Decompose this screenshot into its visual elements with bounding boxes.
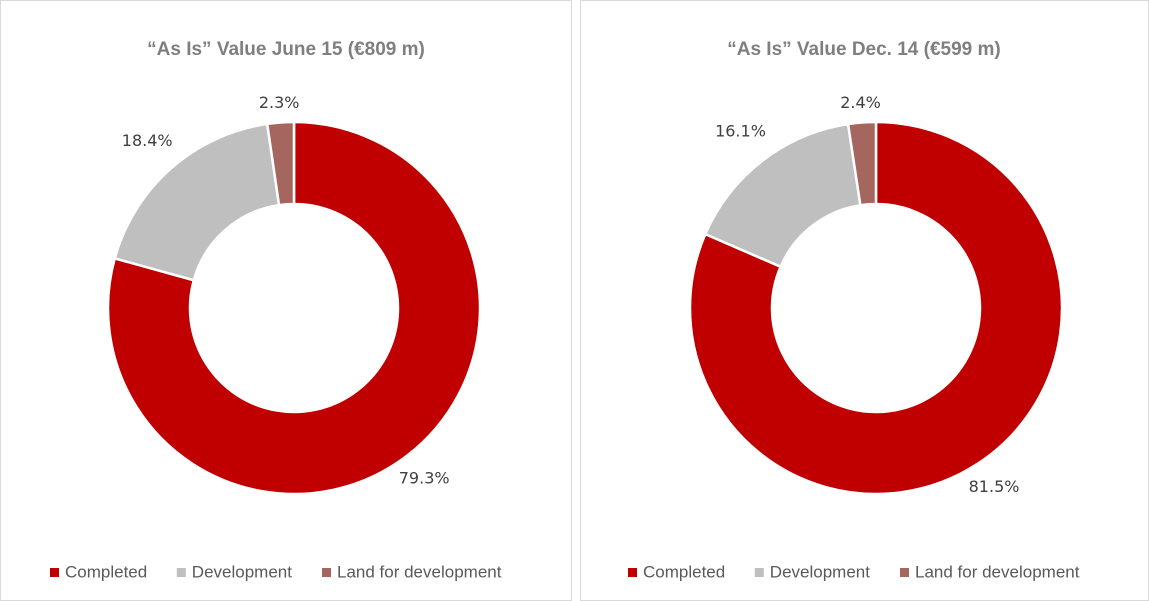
legend-label: Development	[192, 562, 292, 581]
legend-swatch	[754, 568, 764, 577]
legend-label: Land for development	[915, 562, 1080, 581]
data-label: 2.4%	[840, 93, 881, 112]
legend-label: Completed	[65, 562, 147, 581]
data-label: 16.1%	[715, 122, 766, 141]
legend-swatch	[900, 568, 909, 577]
chart-title: “As Is” Value Dec. 14 (€599 m)	[727, 39, 1001, 60]
panel-border	[0, 0, 572, 601]
legend-swatch	[628, 568, 637, 577]
data-label: 79.3%	[399, 469, 450, 488]
donut-slice	[106, 120, 482, 496]
donut-slice	[703, 122, 862, 269]
panel-border	[580, 0, 1149, 601]
donut-slice	[265, 120, 296, 207]
data-label: 2.3%	[259, 93, 300, 112]
legend-swatch	[50, 568, 59, 577]
donut-slice	[688, 120, 1064, 496]
legend-label: Completed	[643, 562, 725, 581]
donut-slice	[846, 120, 878, 207]
data-label: 81.5%	[969, 477, 1020, 496]
legend-swatch	[176, 568, 186, 577]
data-label: 18.4%	[122, 131, 173, 150]
chart-title: “As Is” Value June 15 (€809 m)	[147, 39, 425, 60]
legend-label: Development	[770, 562, 870, 581]
legend-label: Land for development	[337, 562, 502, 581]
legend-swatch	[322, 568, 331, 577]
